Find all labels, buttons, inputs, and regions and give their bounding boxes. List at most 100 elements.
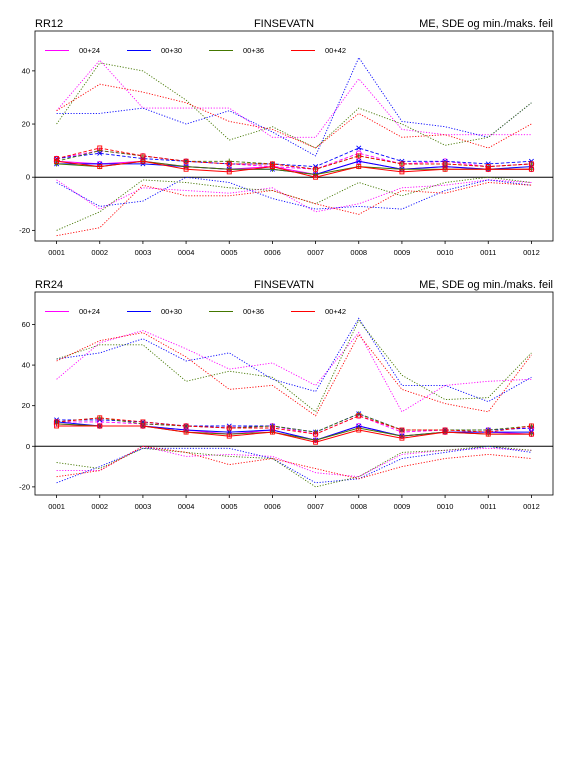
series-line-min <box>56 445 532 478</box>
data-point-sde <box>183 423 189 429</box>
x-tick-label: 0002 <box>91 248 108 257</box>
series-00-42 <box>54 332 534 480</box>
series-line-sde <box>56 413 532 433</box>
data-point-sde <box>97 415 103 421</box>
series-line-max <box>56 319 532 413</box>
data-point-sde <box>54 156 60 162</box>
data-point-sde <box>226 161 232 167</box>
series-line-max <box>56 330 532 413</box>
data-point-me <box>312 171 319 178</box>
x-tick-label: 0005 <box>221 502 238 511</box>
data-point-sde <box>313 166 319 172</box>
data-point-sde <box>54 419 60 425</box>
series-line-sde <box>56 147 532 170</box>
series-line-me <box>56 425 532 443</box>
data-point-sde <box>313 431 319 437</box>
data-point-sde <box>313 164 319 170</box>
data-point-sde <box>399 161 405 167</box>
data-point-sde <box>442 427 448 433</box>
data-point-sde <box>485 161 491 167</box>
plot-frame <box>34 30 554 242</box>
data-point-sde <box>528 158 534 164</box>
legend-entry: 00+36 <box>243 46 264 55</box>
series-00-36 <box>53 319 535 488</box>
x-tick-label: 0011 <box>480 502 496 511</box>
data-point-sde <box>485 429 491 435</box>
data-point-me <box>313 174 319 180</box>
legend-entry: 00+30 <box>161 46 182 55</box>
legend-entry: 00+42 <box>325 307 346 316</box>
series-00-24 <box>53 330 535 478</box>
legend-entry: 00+24 <box>79 307 100 316</box>
series-line-min <box>56 445 532 484</box>
data-point-sde <box>528 161 534 167</box>
series-00-30 <box>54 317 534 484</box>
data-point-sde <box>97 145 103 151</box>
data-point-me <box>528 164 534 170</box>
data-point-sde <box>183 158 189 164</box>
chart-title-left: RR12 <box>35 18 63 30</box>
series-line-max <box>56 62 532 149</box>
chart-rr12: RR12 FINSEVATN ME, SDE og min./maks. feil -… <box>19 18 554 257</box>
y-tick-label: 20 <box>22 120 30 129</box>
data-point-me <box>183 166 189 172</box>
data-point-sde <box>54 156 60 162</box>
data-point-sde <box>399 158 405 164</box>
data-point-me <box>528 166 534 172</box>
x-tick-label: 0005 <box>221 248 238 257</box>
data-point-me <box>442 166 448 172</box>
data-point-me <box>356 427 362 433</box>
series-line-sde <box>56 147 532 168</box>
y-tick-label: 20 <box>22 401 30 410</box>
data-point-me <box>399 169 405 175</box>
x-tick-label: 0008 <box>350 502 367 511</box>
y-tick-label: -20 <box>19 482 30 491</box>
series-line-me <box>56 160 532 178</box>
series-00-42 <box>54 83 534 237</box>
x-tick-label: 0007 <box>307 502 324 511</box>
data-point-me <box>356 164 362 170</box>
chart-title-left: RR24 <box>35 279 63 291</box>
x-tick-label: 0012 <box>523 248 540 257</box>
data-point-sde <box>269 161 275 167</box>
data-point-me <box>97 161 103 167</box>
data-point-me <box>97 164 103 170</box>
x-tick-label: 0008 <box>350 248 367 257</box>
data-point-sde <box>528 423 534 429</box>
data-point-sde <box>269 425 275 431</box>
data-point-me <box>226 433 232 439</box>
series-line-min <box>56 176 532 210</box>
series-00-36 <box>53 62 535 231</box>
y-tick-label: 60 <box>22 320 30 329</box>
data-point-me <box>140 161 146 167</box>
data-point-me <box>356 158 362 164</box>
y-tick-label: 0 <box>26 173 30 182</box>
legend-entry: 00+42 <box>325 46 346 55</box>
chart-title-right: ME, SDE og min./maks. feil <box>419 18 553 30</box>
y-tick-label: 0 <box>26 442 30 451</box>
data-point-me <box>269 164 275 170</box>
x-tick-label: 0004 <box>178 248 195 257</box>
legend-entry: 00+36 <box>243 307 264 316</box>
series-line-min <box>56 182 532 237</box>
data-point-me <box>399 435 405 441</box>
x-tick-label: 0001 <box>48 502 65 511</box>
data-point-sde <box>356 145 362 151</box>
data-point-sde <box>97 148 103 154</box>
series-line-max <box>56 332 532 417</box>
data-point-sde <box>140 153 146 159</box>
chart-title-center: FINSEVATN <box>254 18 314 30</box>
y-tick-label: -20 <box>19 226 30 235</box>
chart-rr24: RR24 FINSEVATN ME, SDE og min./maks. feil -… <box>19 279 554 511</box>
data-point-me <box>140 158 146 164</box>
y-tick-label: 40 <box>22 66 30 75</box>
data-point-sde <box>97 150 103 156</box>
plot-frame <box>34 291 554 496</box>
data-point-me <box>183 429 189 435</box>
data-point-sde <box>485 164 491 170</box>
series-line-max <box>56 83 532 149</box>
data-point-me <box>183 163 189 170</box>
data-point-me <box>399 166 405 172</box>
x-tick-label: 0001 <box>48 248 65 257</box>
data-point-sde <box>356 413 362 419</box>
